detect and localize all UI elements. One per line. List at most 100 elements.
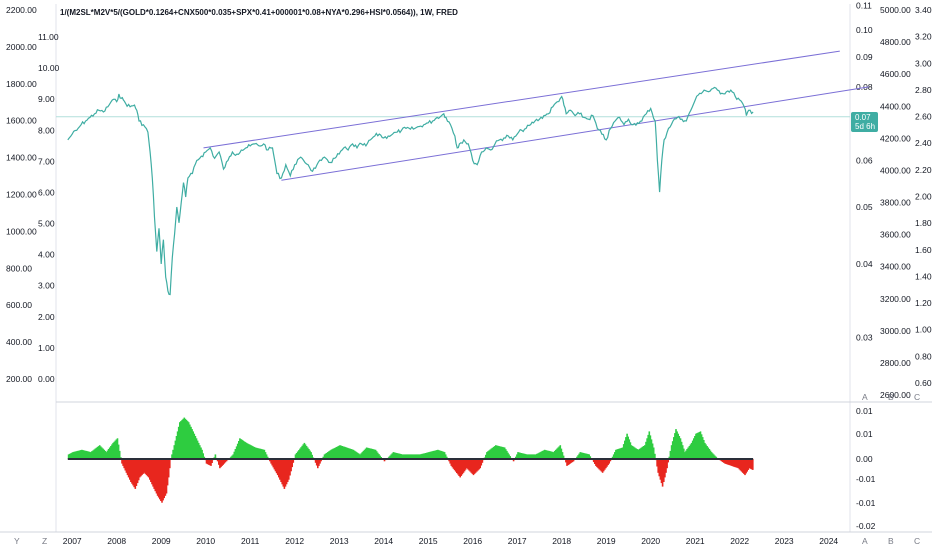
oscillator-bar — [343, 446, 346, 459]
oscillator-bar — [472, 459, 475, 476]
oscillator-bar — [202, 453, 204, 460]
oscillator-bar — [745, 459, 747, 474]
oscillator-bar — [552, 452, 555, 459]
axis-b-ticks-label: 9.00 — [38, 94, 55, 104]
oscillator-bar — [137, 459, 140, 481]
oscillator-bar — [673, 437, 675, 459]
oscillator-bar — [586, 453, 588, 459]
oscillator-bar — [201, 449, 203, 459]
oscillator-bar — [242, 440, 244, 459]
axis-a-ticks-label: 200.00 — [6, 374, 32, 384]
oscillator-bar — [645, 441, 647, 460]
oscillator-bar — [694, 436, 696, 459]
oscillator-bar — [249, 444, 251, 459]
oscillator-bar — [485, 454, 487, 459]
axis-button-c[interactable]: C — [914, 536, 920, 546]
oscillator-bar — [141, 459, 143, 476]
oscillator-bar — [220, 459, 222, 468]
oscillator-bar — [246, 443, 249, 459]
right-axis-main-label: 0.08 — [856, 82, 873, 92]
oscillator-axis-label: 0.01 — [856, 429, 873, 439]
oscillator-bar — [288, 459, 290, 480]
oscillator-bar — [130, 459, 132, 482]
oscillator-bar — [216, 459, 219, 462]
axis-b-ticks-label: 7.00 — [38, 156, 55, 166]
oscillator-bar — [142, 459, 144, 474]
oscillator-bar — [191, 429, 193, 459]
axis-b-ticks-label: 8.00 — [38, 125, 55, 135]
oscillator-bar — [279, 459, 281, 480]
time-axis-label: 2022 — [730, 536, 749, 546]
oscillator-bar — [344, 447, 347, 459]
oscillator-bar — [167, 459, 170, 478]
oscillator-bar — [185, 419, 188, 459]
time-axis-label: 2014 — [374, 536, 393, 546]
oscillator-bar — [676, 431, 678, 459]
oscillator-bar — [278, 459, 280, 478]
oscillator-bar — [527, 454, 529, 459]
oscillator-bar — [304, 444, 307, 459]
oscillator-bar — [589, 456, 592, 459]
oscillator-bar — [641, 446, 644, 459]
axis-button-y[interactable]: Y — [14, 536, 20, 546]
oscillator-bar — [419, 454, 421, 459]
oscillator-bar — [248, 444, 250, 459]
oscillator-bar — [104, 450, 107, 459]
oscillator-bar — [365, 447, 368, 459]
oscillator-bar — [431, 451, 434, 459]
time-axis-label: 2008 — [107, 536, 126, 546]
oscillator-bar — [738, 459, 741, 470]
axis-a-ticks-label: 800.00 — [6, 263, 32, 273]
oscillator-bar — [735, 459, 737, 468]
axis-b-ticks-label: 3.00 — [38, 281, 55, 291]
oscillator-bar — [378, 454, 380, 459]
oscillator-bar — [172, 449, 174, 459]
right-axis-label-a[interactable]: A — [862, 392, 868, 402]
oscillator-bar — [522, 453, 525, 459]
axis-b-ticks-label: 6.00 — [38, 188, 55, 198]
oscillator-bar — [269, 459, 271, 462]
oscillator-bar — [292, 459, 295, 463]
oscillator-bar — [631, 446, 634, 459]
oscillator-bar — [674, 433, 676, 459]
oscillator-bar — [95, 447, 98, 459]
oscillator-bar — [707, 447, 710, 459]
oscillator-bar — [741, 459, 744, 473]
oscillator-bar — [470, 459, 473, 473]
oscillator-bar — [499, 446, 501, 459]
oscillator-bar — [486, 452, 488, 459]
oscillator-bar — [173, 445, 176, 459]
axis-button-z[interactable]: Z — [42, 536, 47, 546]
oscillator-bar — [426, 452, 428, 459]
axis-d-ticks-label: 4800.00 — [880, 37, 911, 47]
axis-button-a[interactable]: A — [862, 536, 868, 546]
channel-lower-line[interactable] — [281, 86, 869, 181]
oscillator-bar — [532, 454, 535, 459]
axis-d-ticks-label: 3000.00 — [880, 326, 911, 336]
right-axis-label-b[interactable]: B — [888, 392, 894, 402]
oscillator-bar — [679, 438, 682, 459]
oscillator-bar — [683, 448, 685, 459]
oscillator-bar — [520, 453, 523, 459]
axis-a-ticks-label: 1800.00 — [6, 79, 37, 89]
oscillator-bar — [568, 459, 570, 465]
axis-button-b[interactable]: B — [888, 536, 894, 546]
oscillator-bar — [521, 453, 524, 460]
oscillator-bar — [394, 452, 397, 459]
axis-d-ticks-label: 3200.00 — [880, 294, 911, 304]
right-axis-label-c[interactable]: C — [914, 392, 920, 402]
channel-upper-line[interactable] — [203, 50, 840, 149]
axis-e-ticks-label: 1.40 — [915, 271, 932, 281]
oscillator-bar — [357, 452, 359, 459]
oscillator-bar — [243, 441, 246, 459]
oscillator-axis-label: 0.00 — [856, 454, 873, 464]
oscillator-bar — [688, 446, 691, 459]
oscillator-bar — [272, 459, 275, 468]
oscillator-bar — [72, 452, 74, 459]
oscillator-bar — [540, 451, 543, 459]
oscillator-bar — [538, 452, 540, 459]
right-axis-main-label: 0.03 — [856, 333, 873, 343]
oscillator-bar — [705, 444, 707, 459]
oscillator-bar — [154, 459, 157, 492]
